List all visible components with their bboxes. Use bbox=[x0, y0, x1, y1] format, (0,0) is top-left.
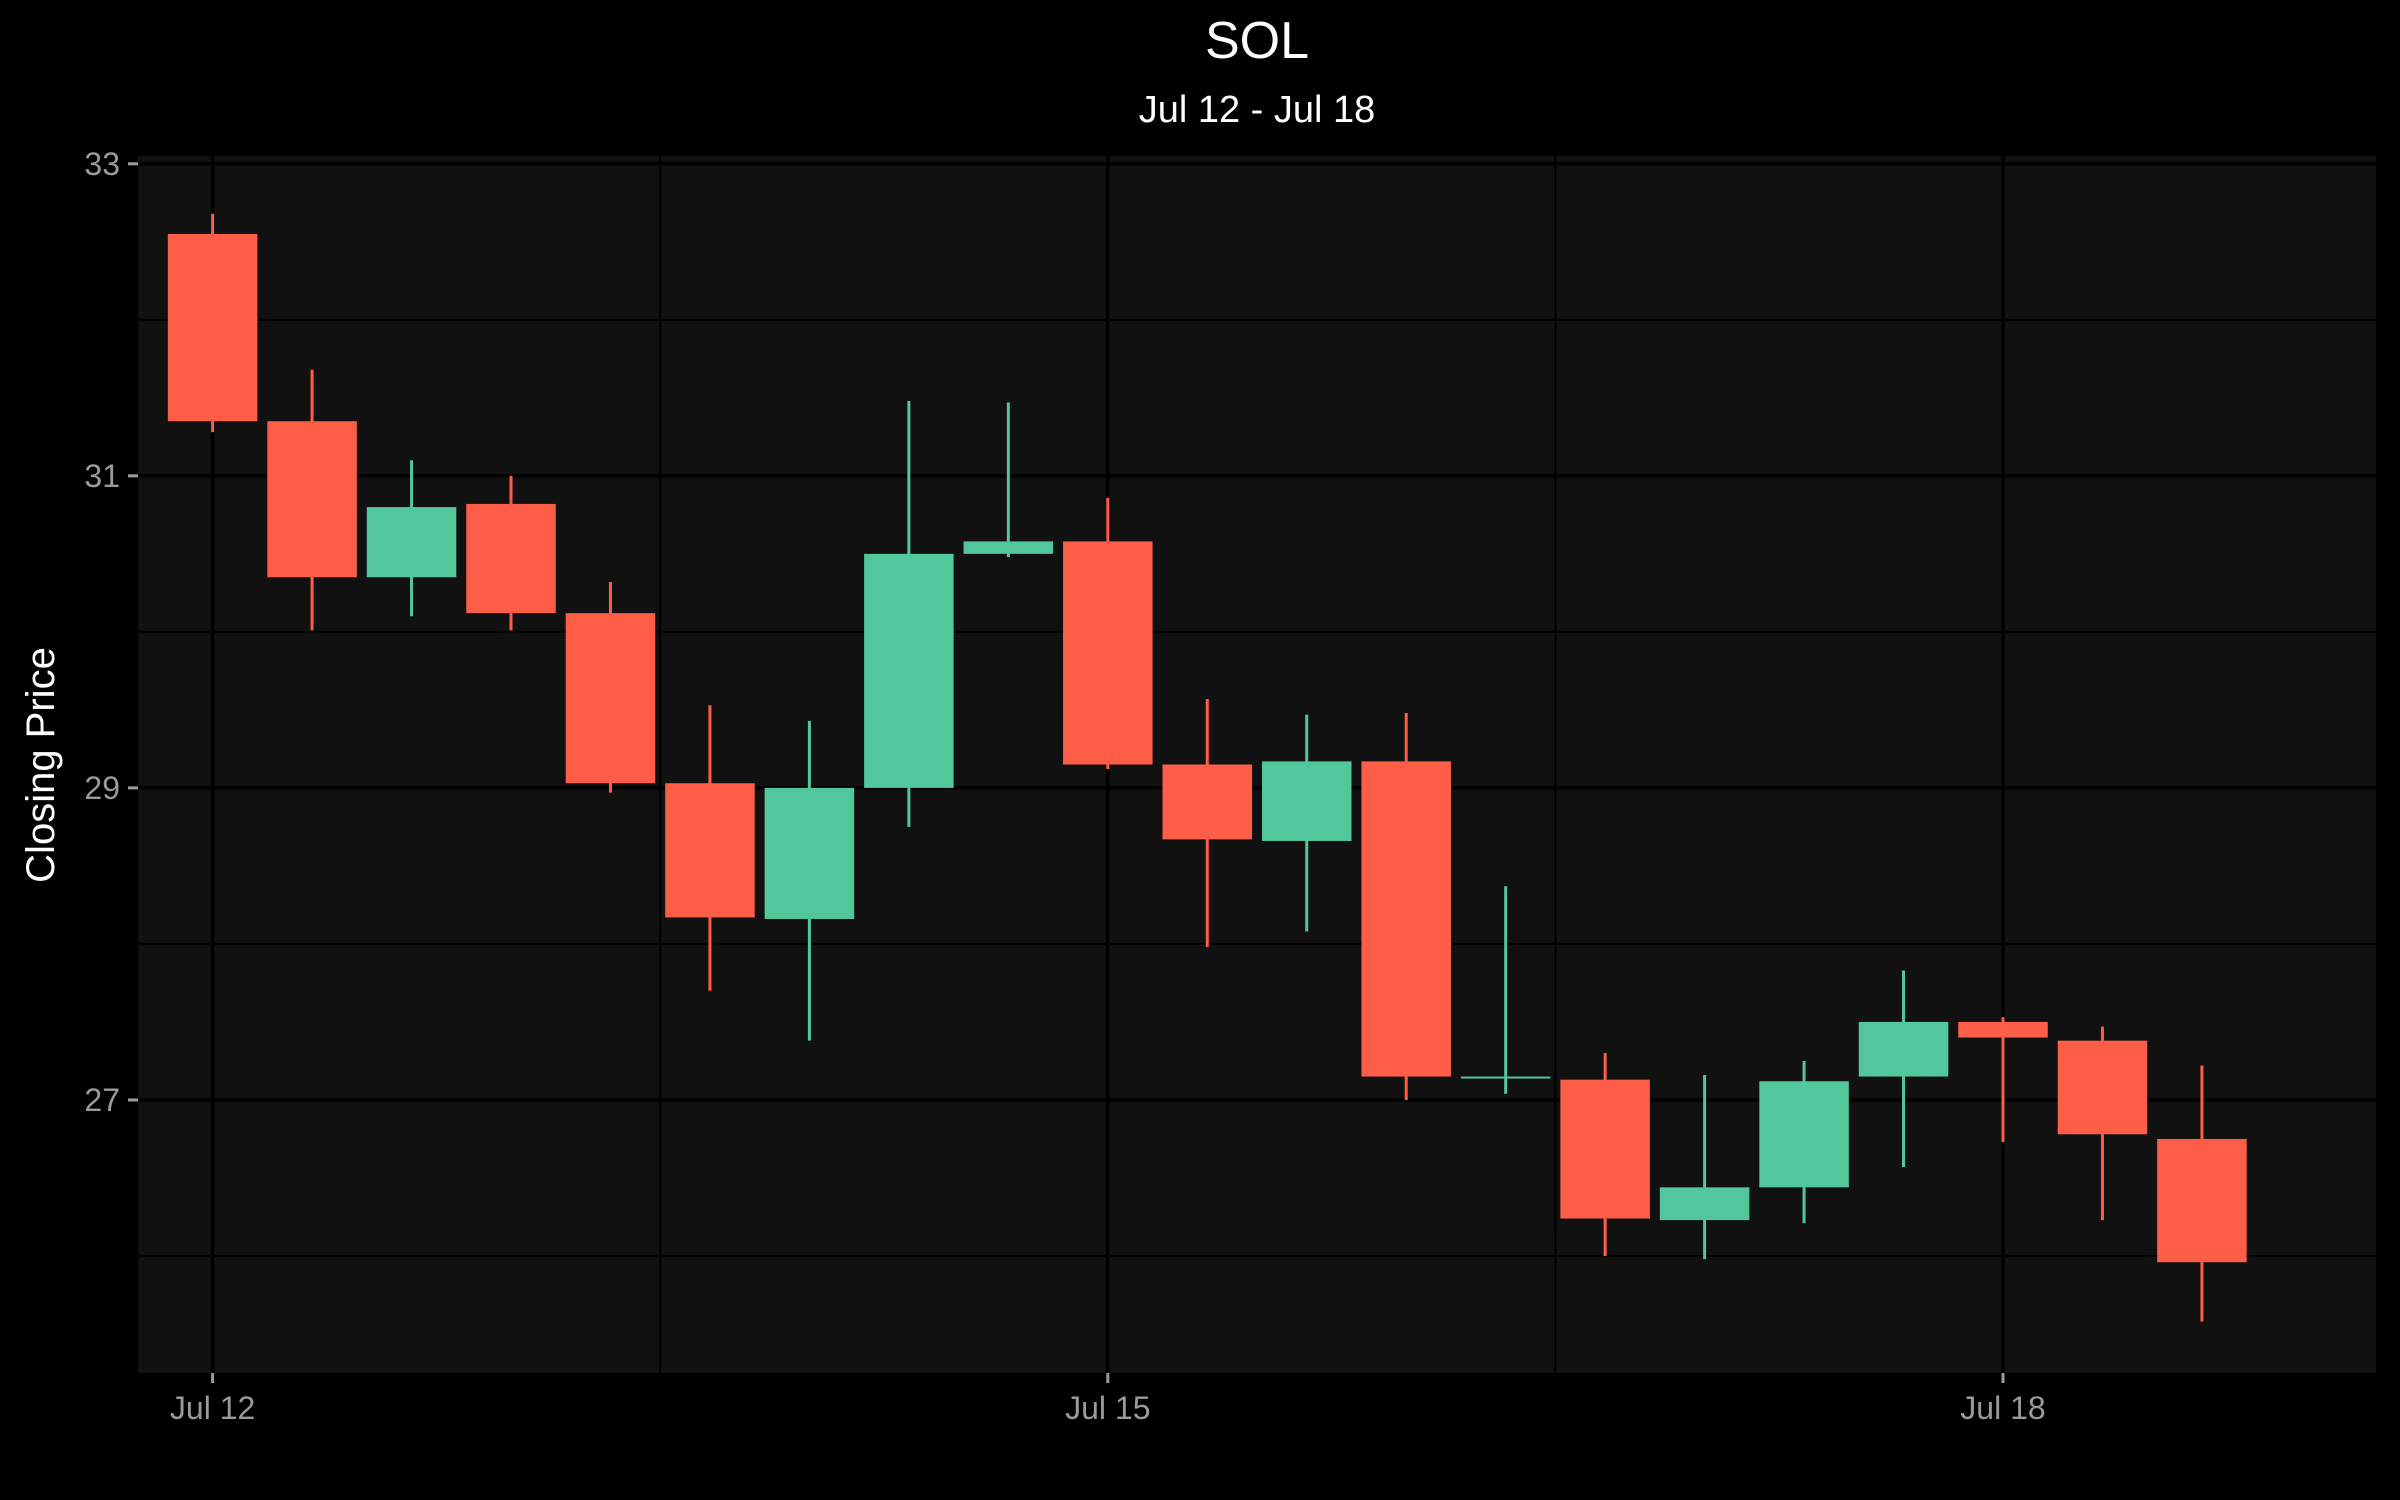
candle-down bbox=[167, 213, 258, 433]
axes: 27 29 31 33 Jul 12 Jul 15 Jul 18 bbox=[84, 146, 2045, 1426]
candle-down bbox=[1958, 1017, 2048, 1143]
candle-body bbox=[1361, 761, 1451, 1077]
candle-body bbox=[466, 503, 556, 614]
candle-body bbox=[1261, 761, 1352, 841]
candle-down bbox=[565, 581, 656, 793]
candle-body bbox=[963, 541, 1054, 554]
candle-down bbox=[2057, 1026, 2148, 1221]
candle-body bbox=[1560, 1079, 1650, 1219]
candle-down bbox=[466, 475, 556, 631]
candle-body bbox=[1659, 1187, 1750, 1221]
candle-body bbox=[2057, 1040, 2148, 1135]
candle-body bbox=[565, 613, 656, 784]
candle-up bbox=[963, 402, 1054, 557]
y-tick-label: 33 bbox=[84, 146, 120, 182]
candle-body bbox=[1958, 1021, 2048, 1038]
y-tick-label: 29 bbox=[84, 770, 120, 806]
x-tick-label: Jul 15 bbox=[1065, 1390, 1150, 1426]
candle-body bbox=[764, 787, 855, 919]
x-tick-label: Jul 18 bbox=[1960, 1390, 2045, 1426]
candle-body bbox=[2157, 1138, 2247, 1263]
candle-body bbox=[1460, 1076, 1551, 1079]
y-tick-label: 31 bbox=[84, 458, 120, 494]
candle-up bbox=[1858, 970, 1949, 1168]
candle-up bbox=[1261, 714, 1352, 932]
candles bbox=[167, 213, 2247, 1322]
candle-down bbox=[1063, 497, 1153, 770]
candle-body bbox=[1858, 1021, 1949, 1077]
y-axis-label: Closing Price bbox=[19, 647, 63, 883]
candle-down bbox=[1560, 1053, 1650, 1256]
candle-body bbox=[267, 421, 357, 578]
candle-body bbox=[366, 507, 457, 578]
candle-up bbox=[764, 720, 855, 1041]
x-tick-label: Jul 12 bbox=[170, 1390, 255, 1426]
candle-body bbox=[167, 234, 258, 422]
candle-down bbox=[267, 369, 357, 631]
candle-down bbox=[665, 705, 755, 991]
y-tick-label: 27 bbox=[84, 1082, 120, 1118]
candle-up bbox=[1759, 1060, 1849, 1224]
candle-body bbox=[665, 783, 755, 918]
candle-up bbox=[1460, 886, 1551, 1094]
candle-up bbox=[1659, 1074, 1750, 1260]
candle-down bbox=[2157, 1065, 2247, 1322]
candle-body bbox=[1162, 764, 1253, 840]
candle-up bbox=[864, 400, 954, 827]
candle-body bbox=[1063, 541, 1153, 765]
candle-body bbox=[1759, 1081, 1849, 1188]
chart-subtitle: Jul 12 - Jul 18 bbox=[1139, 89, 1376, 131]
candle-body bbox=[864, 553, 954, 788]
candle-down bbox=[1361, 713, 1451, 1100]
candle-up bbox=[366, 460, 457, 617]
plot-background bbox=[138, 156, 2376, 1373]
chart-title: SOL bbox=[1205, 12, 1309, 70]
candle-down bbox=[1162, 698, 1253, 948]
